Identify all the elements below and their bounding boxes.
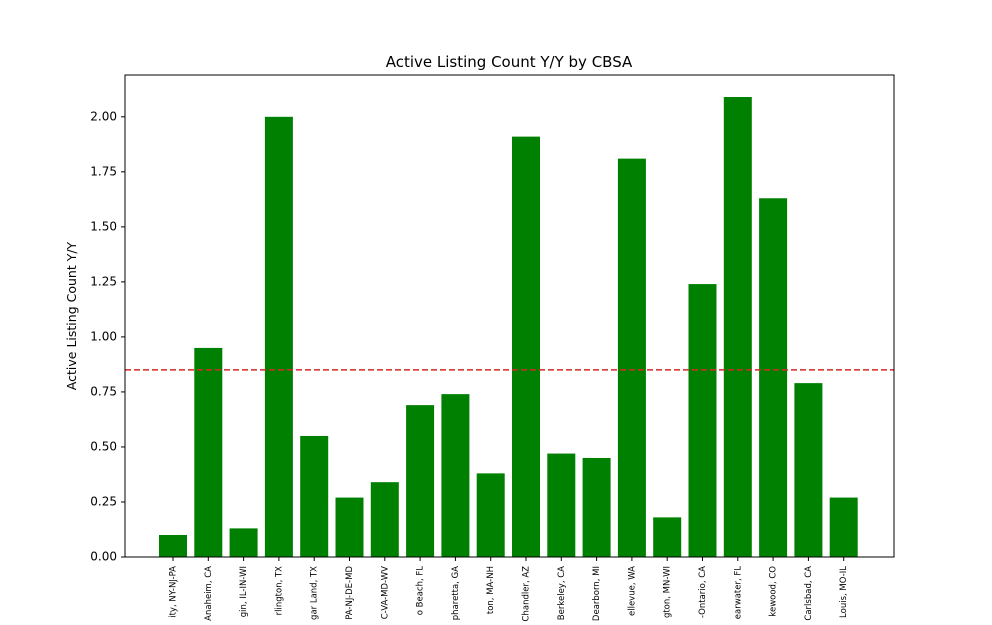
y-tick-label-1: 0.25 <box>90 494 117 508</box>
y-tick-label-4: 1.00 <box>90 329 117 343</box>
bar-10 <box>512 136 540 558</box>
bar-18 <box>794 383 823 557</box>
x-axis: ity, NY-NJ-PA Anaheim, CA gin, IL-IN-WI rli… <box>169 557 849 622</box>
y-tick-label-6: 1.50 <box>90 219 117 233</box>
bar-19 <box>829 497 858 557</box>
bar-2 <box>229 528 258 557</box>
x-tick-label-0: ity, NY-NJ-PA <box>169 566 179 618</box>
x-tick-label-19: Louis, MO-IL <box>839 566 849 618</box>
bar-4 <box>300 435 329 557</box>
x-tick-label-17: kewood, CO <box>769 566 779 617</box>
bar-12 <box>582 457 611 557</box>
x-tick-label-15: -Ontario, CA <box>698 566 708 618</box>
bar-13 <box>617 158 646 557</box>
y-tick-label-7: 1.75 <box>90 164 117 178</box>
y-tick-label-3: 0.75 <box>90 384 117 398</box>
x-tick-label-9: ton, MA-NH <box>486 566 496 614</box>
x-tick-label-3: rlington, TX <box>274 566 284 616</box>
bar-1 <box>194 347 223 557</box>
plot-frame <box>124 74 895 558</box>
x-tick-label-11: Berkeley, CA <box>557 566 567 620</box>
bar-9 <box>476 473 505 557</box>
x-tick-label-6: C-VA-MD-WV <box>380 566 390 619</box>
bar-8 <box>441 394 470 557</box>
bar-3 <box>264 116 293 557</box>
x-tick-label-2: gin, IL-IN-WI <box>239 566 249 617</box>
bar-7 <box>406 405 435 557</box>
y-axis-label: Active Listing Count Y/Y <box>64 241 79 390</box>
x-tick-label-7: o Beach, FL <box>416 566 426 616</box>
y-tick-label-0: 0.00 <box>90 550 117 564</box>
chart-title: Active Listing Count Y/Y by CBSA <box>386 53 633 71</box>
x-tick-label-14: gton, MN-WI <box>663 566 673 618</box>
bars-group <box>159 97 858 558</box>
bar-6 <box>370 482 399 557</box>
x-tick-label-13: ellevue, WA <box>627 566 637 616</box>
bar-11 <box>547 453 576 557</box>
x-tick-label-16: earwater, FL <box>733 566 743 619</box>
x-tick-label-8: pharetta, GA <box>451 566 461 620</box>
x-tick-label-4: gar Land, TX <box>310 566 320 620</box>
y-tick-label-5: 1.25 <box>90 274 117 288</box>
x-tick-label-5: PA-NJ-DE-MD <box>345 566 355 620</box>
y-tick-label-2: 0.50 <box>90 439 117 453</box>
bar-17 <box>759 198 788 557</box>
x-tick-label-12: Dearborn, MI <box>592 566 602 621</box>
y-tick-label-8: 2.00 <box>90 109 117 123</box>
bar-14 <box>653 517 682 557</box>
x-tick-label-18: Carlsbad, CA <box>804 566 814 621</box>
bar-5 <box>335 497 364 557</box>
y-axis: 0.00 0.25 0.50 0.75 1.00 1.25 1.50 1.75 2.00 <box>90 109 125 564</box>
x-tick-label-1: Anaheim, CA <box>204 566 214 621</box>
x-tick-label-10: Chandler, AZ <box>522 566 532 622</box>
bar-16 <box>723 97 752 558</box>
bar-0 <box>159 534 187 557</box>
bar-15 <box>688 284 717 557</box>
